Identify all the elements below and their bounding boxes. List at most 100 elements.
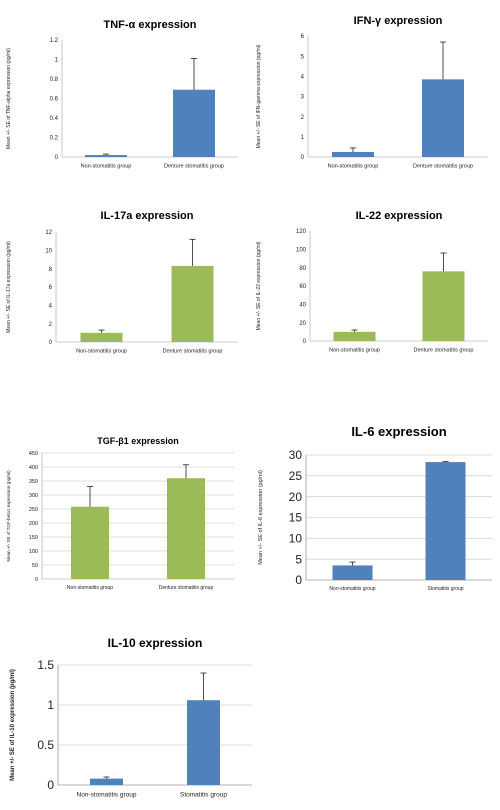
y-tick-label: 200 [29, 521, 38, 527]
y-tick-label: 10 [45, 248, 52, 254]
chart-tnf-alpha: TNF-α expression 0 0.2 0.4 0.6 0.8 1 1.2 Mean +/… [6, 19, 238, 170]
chart-panel-il-22: IL-22 expression 0 20 40 60 80 100 120 Mean +/- … [250, 200, 500, 400]
chart-panel-il-6: IL-6 expression 0 5 10 15 20 25 30 Mean +/- SE o… [250, 415, 500, 605]
y-tick-label: 0 [47, 778, 54, 792]
category-label: Denture stomatitis group [413, 164, 473, 170]
y-tick-label: 0 [295, 573, 302, 587]
chart-il-17a: IL-17a expression 0 2 4 6 8 10 12 Mean +/- SE of… [6, 210, 238, 355]
y-tick-label: 100 [296, 247, 307, 253]
y-tick-label: 1 [301, 135, 305, 141]
chart-title: IL-17a expression [101, 210, 194, 222]
chart-title: IL-22 expression [356, 210, 443, 222]
y-tick-label: 120 [296, 229, 307, 235]
y-tick-label: 60 [299, 284, 306, 290]
y-tick-label: 5 [295, 552, 302, 566]
y-tick-label: 0 [35, 577, 38, 583]
y-tick-label: 1.2 [50, 38, 59, 44]
y-tick-label: 4 [301, 74, 305, 80]
y-tick-label: 5 [301, 54, 305, 60]
category-label: Non-stomatitis group [81, 164, 132, 170]
chart-il-6: IL-6 expression 0 5 10 15 20 25 30 Mean +/- SE o… [258, 424, 492, 592]
category-label: Stomatitis group [180, 792, 227, 799]
y-tick-label: 8 [49, 267, 53, 273]
y-tick-label: 6 [301, 34, 305, 40]
y-tick-label: 4 [49, 303, 53, 309]
category-label: Denture stomatitis group [414, 348, 474, 354]
chart-ifn-gamma: IFN-γ expression 0 1 2 3 4 5 6 Mean +/- SE of IF… [256, 15, 488, 170]
y-tick-label: 20 [289, 490, 303, 504]
bar-non-stomatitis [71, 506, 109, 579]
bar-non-stomatitis [332, 565, 373, 580]
category-label: Stomatitis group [427, 586, 463, 592]
category-label: Non-stomatitis group [329, 586, 375, 592]
bar-stomatitis [422, 79, 464, 157]
category-label: Non-stomatitis group [328, 164, 379, 170]
category-label: Non-stomatitis group [77, 792, 137, 799]
y-tick-label: 50 [32, 563, 38, 569]
chart-title: TGF-β1 expression [97, 436, 179, 446]
bar-stomatitis [422, 271, 465, 341]
category-label: Denture stomatitis group [159, 585, 214, 591]
y-tick-label: 15 [289, 511, 303, 525]
chart-il-10: IL-10 expression 0 0.5 1 1.5 Mean +/- SE of I… [10, 636, 252, 799]
chart-title: TNF-α expression [104, 19, 197, 31]
y-axis-label: Mean +/- SE of IL-22 expression (pg/ml) [256, 241, 262, 330]
y-tick-label: 450 [29, 451, 38, 457]
y-tick-label: 100 [29, 549, 38, 555]
y-tick-label: 0.2 [50, 136, 59, 142]
category-label: Non-stomatitis group [329, 348, 380, 354]
y-tick-label: 300 [29, 493, 38, 499]
bar-non-stomatitis [85, 155, 127, 157]
chart-panel-tnf-alpha: TNF-α expression 0 0.2 0.4 0.6 0.8 1 1.2 Mean +/… [0, 0, 250, 200]
y-tick-label: 400 [29, 465, 38, 471]
y-tick-label: 350 [29, 479, 38, 485]
bar-non-stomatitis [333, 331, 376, 341]
y-tick-label: 80 [299, 266, 306, 272]
chart-il-22: IL-22 expression 0 20 40 60 80 100 120 Mean +/- … [256, 210, 488, 354]
y-tick-label: 2 [301, 115, 305, 121]
y-axis-label: Mean +/- SE of IL-17a expression (pg/ml) [6, 241, 12, 333]
category-label: Denture stomatitis group [163, 349, 223, 355]
chart-title: IL-6 expression [351, 424, 446, 439]
y-tick-label: 6 [49, 285, 53, 291]
chart-panel-il-17a: IL-17a expression 0 2 4 6 8 10 12 Mean +/- SE of… [0, 200, 250, 400]
y-tick-label: 10 [289, 532, 303, 546]
y-axis-label: Mean +/- SE of IFN-gamma expression (pg/… [256, 44, 262, 148]
y-tick-label: 12 [45, 230, 52, 236]
bar-non-stomatitis [80, 332, 123, 342]
bar-stomatitis [167, 478, 205, 579]
y-tick-label: 1 [55, 58, 59, 64]
bar-stomatitis [171, 265, 214, 342]
y-tick-label: 150 [29, 535, 38, 541]
y-axis-label: Mean +/- SE of TNF-alpha expression (pg/… [6, 48, 12, 149]
bar-non-stomatitis [90, 778, 123, 785]
y-tick-label: 0 [49, 340, 53, 346]
bar-stomatitis [173, 89, 215, 157]
y-tick-label: 0 [303, 339, 307, 345]
chart-title: IFN-γ expression [354, 15, 443, 27]
chart-tgf-beta1: TGF-β1 expression 0 50 100 150 200 250 300 350 40… [6, 436, 234, 591]
chart-panel-tgf-beta1: TGF-β1 expression 0 50 100 150 200 250 300 350 40… [0, 420, 250, 605]
y-tick-label: 250 [29, 507, 38, 513]
y-tick-label: 30 [289, 448, 303, 462]
chart-panel-il-10: IL-10 expression 0 0.5 1 1.5 Mean +/- SE of I… [0, 625, 270, 810]
y-tick-label: 3 [301, 95, 305, 101]
y-tick-label: 0 [55, 155, 59, 161]
y-tick-label: 0 [301, 155, 305, 161]
y-tick-label: 40 [299, 302, 306, 308]
category-label: Denture stomatitis group [164, 164, 224, 170]
y-tick-label: 20 [299, 321, 306, 327]
chart-panel-ifn-gamma: IFN-γ expression 0 1 2 3 4 5 6 Mean +/- SE of IF… [250, 0, 500, 200]
y-tick-label: 25 [289, 469, 303, 483]
y-axis-label: Mean +/- SE of IL-10 expression (pg/ml) [10, 669, 16, 781]
y-tick-label: 0.6 [50, 97, 59, 103]
y-tick-label: 0.5 [37, 738, 54, 752]
y-tick-label: 2 [49, 322, 53, 328]
bar-stomatitis [425, 462, 466, 580]
y-tick-label: 1.5 [37, 658, 54, 672]
y-tick-label: 1 [47, 698, 54, 712]
chart-title: IL-10 expression [108, 636, 203, 650]
category-label: Non-stomatitis group [67, 585, 113, 591]
y-tick-label: 0.4 [50, 116, 59, 122]
category-label: Non-stomatitis group [76, 349, 127, 355]
